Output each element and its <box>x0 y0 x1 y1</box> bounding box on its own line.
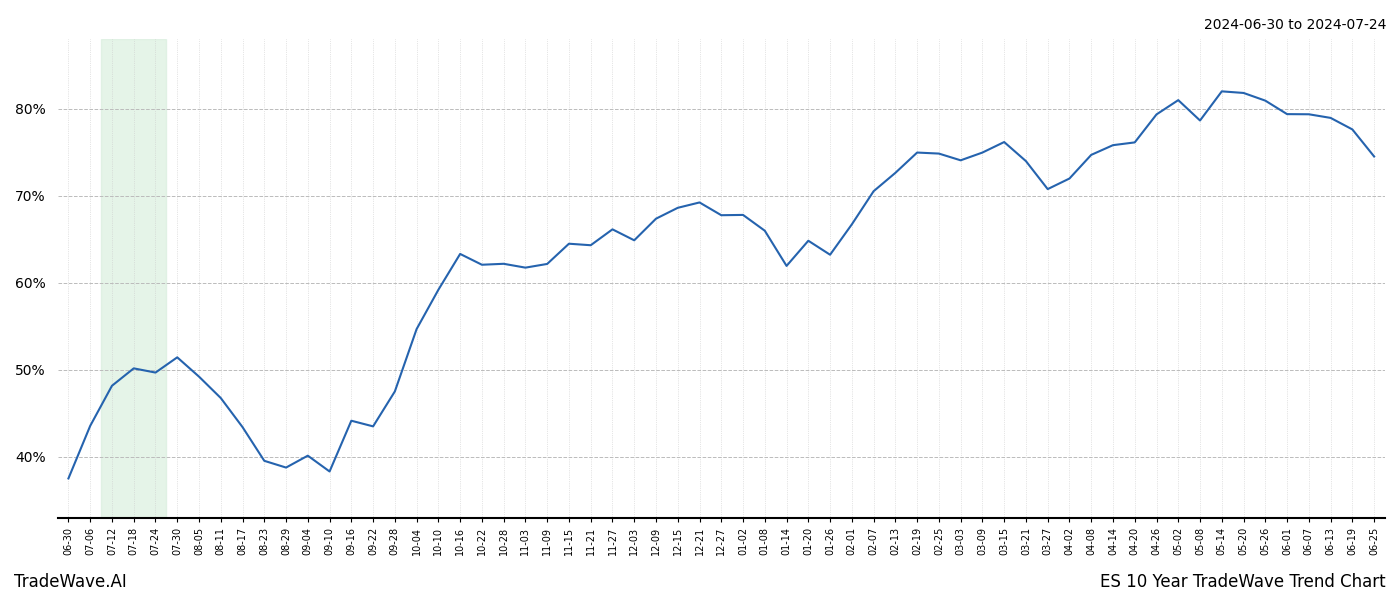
Text: 2024-06-30 to 2024-07-24: 2024-06-30 to 2024-07-24 <box>1204 18 1386 32</box>
Bar <box>101 39 167 518</box>
Text: ES 10 Year TradeWave Trend Chart: ES 10 Year TradeWave Trend Chart <box>1100 573 1386 591</box>
Text: TradeWave.AI: TradeWave.AI <box>14 573 127 591</box>
